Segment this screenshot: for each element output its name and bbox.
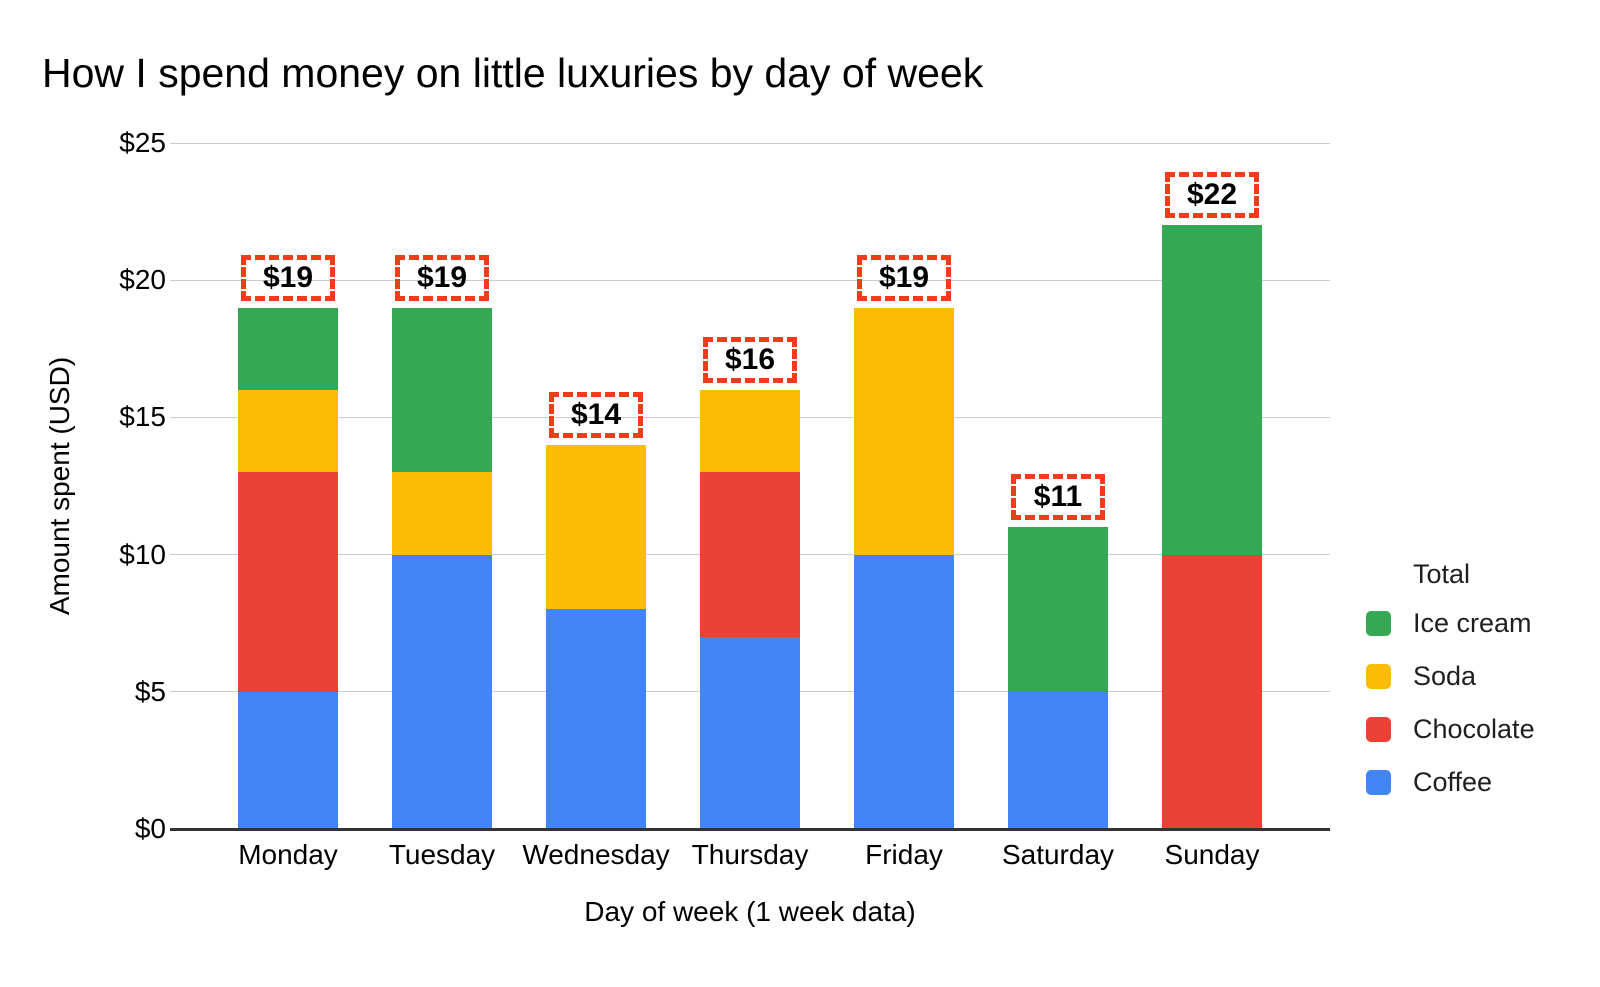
legend-swatch bbox=[1366, 716, 1391, 742]
total-label: $11 bbox=[1011, 474, 1105, 521]
total-label: $19 bbox=[395, 254, 489, 301]
x-category-label: Thursday bbox=[691, 839, 809, 870]
legend-swatch bbox=[1366, 769, 1391, 795]
y-tick-label: $10 bbox=[119, 538, 166, 570]
bar-segment-ice-cream bbox=[238, 307, 338, 390]
legend-swatch bbox=[1366, 610, 1391, 636]
chart-title: How I spend money on little luxuries by … bbox=[42, 50, 984, 96]
bar-segment-coffee bbox=[392, 554, 492, 829]
bar-segment-coffee bbox=[238, 691, 338, 829]
bar-segment-chocolate bbox=[700, 472, 800, 637]
bar-segment-coffee bbox=[1008, 691, 1108, 829]
bar-monday bbox=[238, 307, 338, 829]
bar-segment-coffee bbox=[700, 636, 800, 829]
y-tick-label: $20 bbox=[119, 264, 166, 296]
x-category-label: Friday bbox=[865, 839, 943, 870]
legend-item-ice-cream: Ice cream bbox=[1366, 607, 1535, 638]
bar-friday bbox=[854, 307, 954, 829]
bar-segment-soda bbox=[700, 389, 800, 473]
legend-label: Chocolate bbox=[1413, 713, 1535, 744]
bar-segment-soda bbox=[392, 472, 492, 555]
bar-segment-chocolate bbox=[238, 472, 338, 692]
legend-label: Coffee bbox=[1413, 766, 1493, 797]
x-category-label: Tuesday bbox=[388, 839, 496, 870]
total-label: $14 bbox=[549, 391, 643, 438]
total-label: $22 bbox=[1165, 172, 1259, 219]
x-category-label: Sunday bbox=[1164, 839, 1260, 870]
bar-thursday bbox=[700, 389, 800, 829]
bar-wednesday bbox=[546, 444, 646, 829]
bar-segment-ice-cream bbox=[392, 307, 492, 473]
total-label: $16 bbox=[703, 336, 797, 383]
legend-items: Ice cream Soda Chocolate Coffee bbox=[1366, 607, 1535, 797]
bar-segment-chocolate bbox=[1162, 554, 1262, 829]
y-axis-title: Amount spent (USD) bbox=[44, 356, 75, 616]
y-tick-label: $25 bbox=[119, 127, 166, 158]
legend-item-soda: Soda bbox=[1366, 660, 1535, 691]
bar-segment-coffee bbox=[854, 554, 954, 829]
bar-tuesday bbox=[392, 307, 492, 829]
legend: Total Ice cream Soda Chocolate Coffee bbox=[1366, 560, 1535, 822]
gridline bbox=[170, 279, 1330, 281]
bar-segment-soda bbox=[546, 444, 646, 610]
legend-item-chocolate: Chocolate bbox=[1366, 713, 1535, 744]
legend-label: Soda bbox=[1413, 660, 1477, 691]
legend-item-coffee: Coffee bbox=[1366, 766, 1535, 797]
x-category-label: Wednesday bbox=[522, 839, 670, 870]
x-category-label: Monday bbox=[238, 839, 338, 870]
legend-title: Total bbox=[1413, 559, 1471, 589]
total-label: $19 bbox=[241, 254, 335, 301]
x-axis-title: Day of week (1 week data) bbox=[584, 896, 916, 927]
gridline bbox=[170, 142, 1330, 144]
y-tick-label: $5 bbox=[134, 675, 166, 707]
bar-saturday bbox=[1008, 527, 1108, 829]
bar-sunday bbox=[1162, 225, 1262, 829]
bar-segment-ice-cream bbox=[1162, 225, 1262, 555]
bar-segment-soda bbox=[238, 389, 338, 473]
x-category-label: Saturday bbox=[1001, 839, 1115, 870]
total-label: $19 bbox=[857, 254, 951, 301]
legend-label: Ice cream bbox=[1413, 607, 1532, 638]
y-tick-label: $0 bbox=[134, 813, 166, 844]
x-axis-line bbox=[170, 828, 1330, 831]
y-tick-label: $15 bbox=[119, 401, 166, 433]
legend-swatch bbox=[1366, 663, 1391, 689]
bar-segment-ice-cream bbox=[1008, 527, 1108, 692]
bar-segment-coffee bbox=[546, 609, 646, 829]
bar-segment-soda bbox=[854, 307, 954, 555]
